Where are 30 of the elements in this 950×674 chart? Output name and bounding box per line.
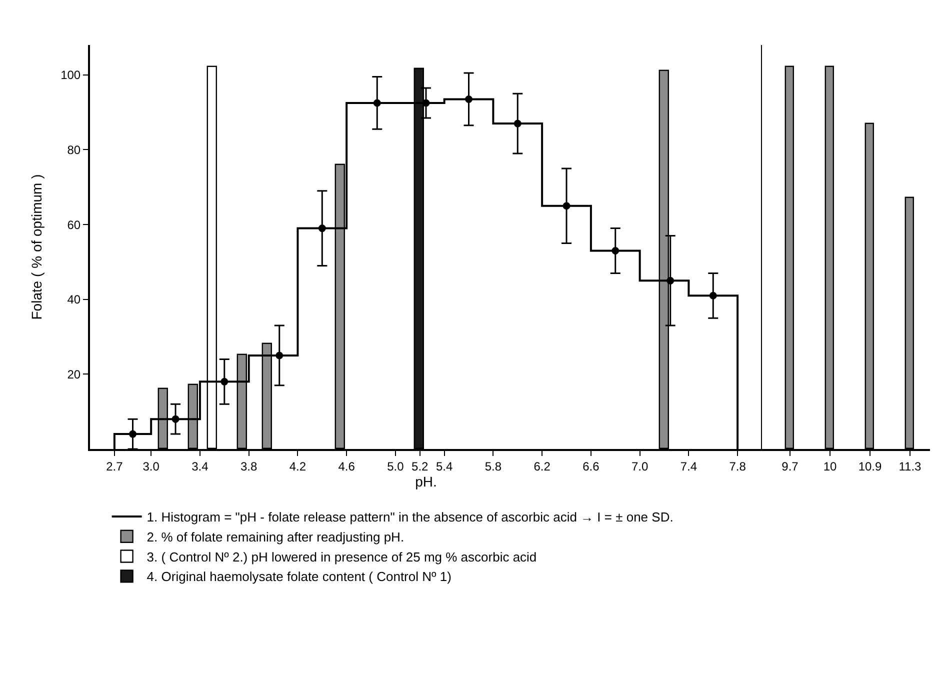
x-tick-label: 5.2 [412,459,429,474]
legend-label: 2. % of folate remaining after readjusting pH. [146,529,404,544]
x-tick-label: 10.9 [858,459,882,474]
legend-label: 3. ( Control Nº 2.) pH lowered in presence of 25 mg % ascorbic acid [146,549,537,564]
y-axis-title: Folate ( % of optimum ) [28,174,45,320]
x-tick-label: 11.3 [898,459,922,474]
x-tick-label: 5.8 [484,459,502,474]
x-tick-label: 7.8 [729,459,746,474]
y-tick-label: 80 [67,142,81,157]
x-tick-label: 5.4 [436,459,453,474]
x-tick-label: 7.0 [631,459,648,474]
x-tick-label: 3.8 [240,459,258,474]
x-tick-label: 5.0 [387,459,404,474]
x-tick-label: 10 [823,459,837,474]
x-tick-label: 4.6 [338,459,356,474]
y-tick-label: 60 [67,218,81,232]
x-tick-label: 9.7 [782,459,799,474]
x-tick-label: 7.4 [680,459,698,474]
x-tick-label: 3.4 [192,459,209,474]
legend-label: 4. Original haemolysate folate content ( Control Nº 1) [146,569,452,584]
y-tick-label: 100 [60,68,81,82]
x-axis-title: pH. [415,473,437,490]
x-tick-label: 4.2 [289,459,306,474]
legend-label: 1. Histogram = "pH - folate release pattern" in the absence of ascorbic acid → I = ± one SD. [146,510,674,525]
x-tick-label: 2.7 [106,459,124,474]
x-tick-label: 6.2 [534,459,551,474]
y-tick-label: 20 [67,367,81,382]
y-tick-label: 40 [67,292,81,307]
x-tick-label: 3.0 [142,459,160,474]
x-tick-label: 6.6 [582,459,600,474]
